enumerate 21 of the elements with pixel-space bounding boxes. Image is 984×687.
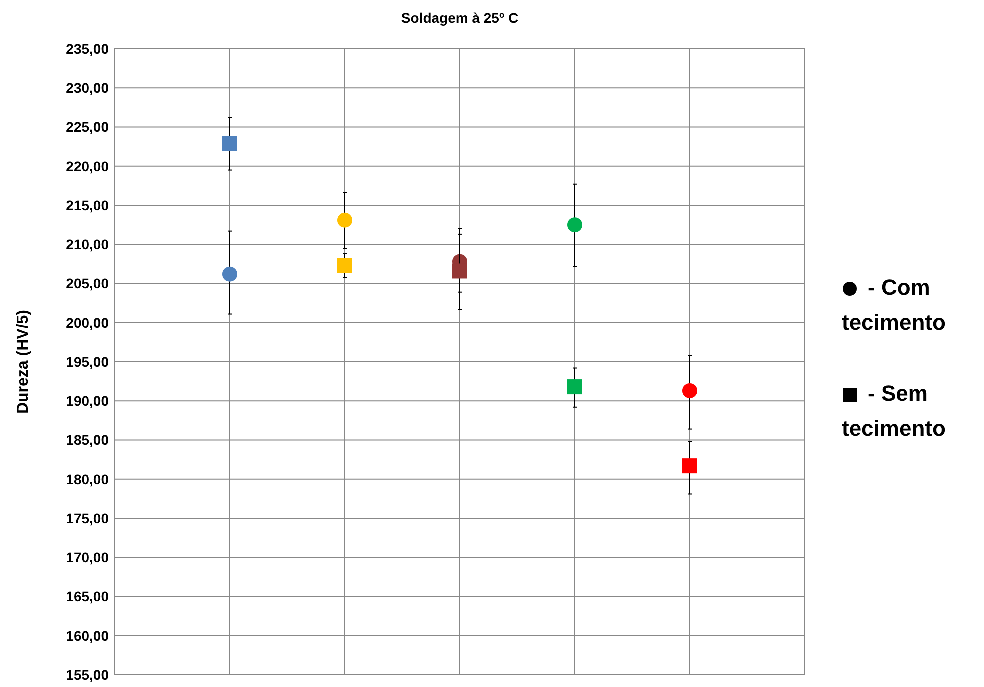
y-tick-label: 190,00 — [66, 393, 110, 410]
y-tick-label: 220,00 — [66, 158, 110, 174]
y-tick-label: 175,00 — [66, 510, 110, 526]
y-tick-label: 205,00 — [66, 276, 110, 292]
y-axis-title: Dureza (HV/5) — [15, 310, 32, 414]
y-tick-label: 160,00 — [66, 628, 110, 644]
text: - Com tecimento — [842, 275, 946, 335]
y-tick-label: 235,00 — [66, 40, 110, 57]
y-tick-label: 195,00 — [66, 354, 110, 370]
chart-title: Soldagem à 25º C — [401, 10, 519, 26]
y-tick-label: 170,00 — [66, 550, 110, 566]
y-tick-label: 225,00 — [66, 119, 110, 136]
y-tick-label: 210,00 — [66, 236, 110, 253]
y-tick-label: 185,00 — [66, 432, 110, 448]
text: - Sem tecimento — [842, 381, 946, 441]
y-tick-label: 230,00 — [66, 80, 110, 96]
y-tick-label: 215,00 — [66, 197, 110, 214]
y-tick-label: 155,00 — [66, 666, 110, 683]
y-tick-label: 200,00 — [66, 314, 110, 331]
y-tick-label: 165,00 — [66, 588, 110, 605]
y-tick-label: 180,00 — [66, 471, 110, 488]
